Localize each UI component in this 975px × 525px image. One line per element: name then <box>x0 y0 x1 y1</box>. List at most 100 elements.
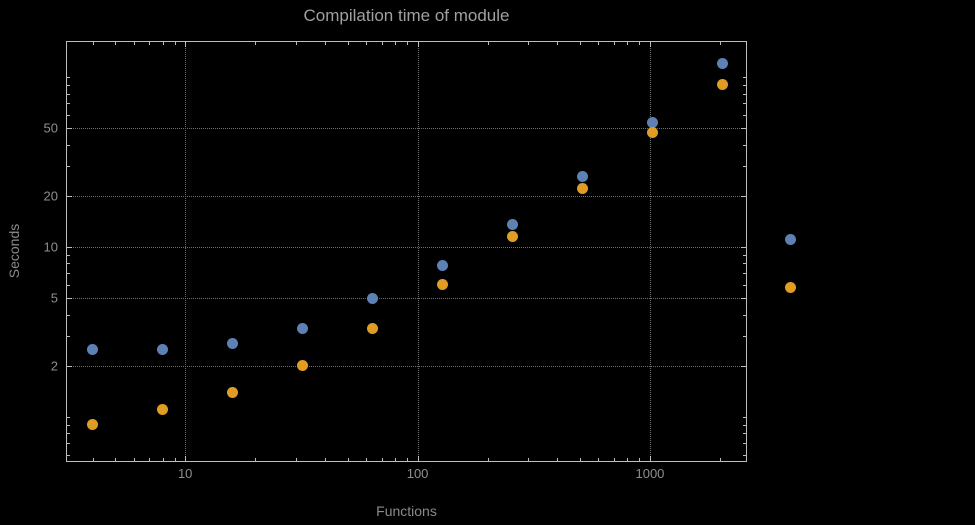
x-gridline <box>185 42 187 461</box>
tick-mark <box>67 165 70 167</box>
x-gridline <box>649 42 651 461</box>
tick-mark <box>743 144 746 146</box>
data-point-blue <box>297 323 309 335</box>
tick-mark <box>406 458 408 461</box>
tick-mark <box>347 42 349 45</box>
tick-mark <box>743 84 746 86</box>
tick-mark <box>92 42 94 45</box>
y-tick-label: 20 <box>43 188 58 204</box>
tick-mark <box>296 458 298 461</box>
tick-mark <box>67 144 70 146</box>
tick-mark <box>741 247 746 248</box>
tick-mark <box>149 42 151 45</box>
data-point-blue <box>227 338 239 350</box>
tick-mark <box>255 42 257 45</box>
tick-mark <box>743 93 746 95</box>
plot-area <box>66 41 747 462</box>
tick-mark <box>743 165 746 167</box>
tick-mark <box>741 128 746 130</box>
data-point-orange <box>716 79 728 91</box>
tick-mark <box>67 335 70 337</box>
tick-mark <box>395 42 397 45</box>
tick-mark <box>67 77 70 79</box>
tick-mark <box>115 458 117 461</box>
y-gridline <box>67 365 746 367</box>
tick-mark <box>325 42 327 45</box>
tick-mark <box>347 458 349 461</box>
tick-mark <box>325 458 327 461</box>
tick-mark <box>67 416 70 418</box>
data-point-blue <box>576 171 588 183</box>
data-point-blue <box>87 343 99 355</box>
tick-mark <box>67 247 72 248</box>
tick-mark <box>627 458 629 461</box>
tick-mark <box>639 458 641 461</box>
tick-mark <box>185 456 187 461</box>
tick-mark <box>487 42 489 45</box>
tick-mark <box>67 433 70 435</box>
tick-mark <box>741 298 746 300</box>
tick-mark <box>67 273 70 275</box>
tick-mark <box>67 114 70 116</box>
x-tick-label: 10 <box>177 466 193 481</box>
tick-mark <box>92 458 94 461</box>
tick-mark <box>67 103 70 105</box>
tick-mark <box>417 42 419 47</box>
legend <box>785 234 796 293</box>
tick-mark <box>115 42 117 45</box>
tick-mark <box>743 103 746 105</box>
data-point-orange <box>87 419 99 431</box>
y-gridline <box>67 128 746 130</box>
tick-mark <box>133 458 135 461</box>
tick-mark <box>185 42 187 47</box>
y-tick-label: 50 <box>43 120 58 136</box>
data-point-blue <box>157 343 169 355</box>
data-point-orange <box>646 127 658 139</box>
data-point-blue <box>716 58 728 70</box>
tick-mark <box>133 42 135 45</box>
tick-mark <box>174 458 176 461</box>
tick-mark <box>174 42 176 45</box>
tick-mark <box>743 454 746 456</box>
tick-mark <box>719 42 721 45</box>
tick-mark <box>557 458 559 461</box>
legend-marker-orange <box>785 282 796 293</box>
tick-mark <box>67 84 70 86</box>
data-point-orange <box>506 231 518 243</box>
tick-mark <box>67 424 70 426</box>
tick-mark <box>528 458 530 461</box>
data-point-orange <box>367 323 379 335</box>
tick-mark <box>741 365 746 367</box>
tick-mark <box>255 458 257 461</box>
legend-marker-blue <box>785 234 796 245</box>
tick-mark <box>406 42 408 45</box>
tick-mark <box>67 284 70 286</box>
y-tick-label: 5 <box>50 290 58 306</box>
tick-mark <box>743 416 746 418</box>
y-tick-label: 2 <box>50 358 58 374</box>
tick-mark <box>743 314 746 316</box>
tick-mark <box>162 42 164 45</box>
tick-mark <box>67 314 70 316</box>
x-tick-label: 100 <box>406 466 429 481</box>
data-point-orange <box>157 404 169 416</box>
tick-mark <box>67 254 70 256</box>
tick-mark <box>381 42 383 45</box>
tick-mark <box>743 263 746 265</box>
tick-mark <box>487 458 489 461</box>
tick-mark <box>649 42 651 47</box>
tick-mark <box>613 42 615 45</box>
tick-mark <box>395 458 397 461</box>
tick-mark <box>528 42 530 45</box>
tick-mark <box>162 458 164 461</box>
tick-mark <box>580 42 581 45</box>
data-point-orange <box>227 386 239 398</box>
data-point-blue <box>436 259 448 271</box>
tick-mark <box>417 456 419 461</box>
tick-mark <box>743 77 746 79</box>
tick-mark <box>67 128 72 130</box>
tick-mark <box>149 458 151 461</box>
tick-mark <box>67 443 70 445</box>
tick-mark <box>366 458 368 461</box>
y-tick-label: 10 <box>43 239 58 255</box>
